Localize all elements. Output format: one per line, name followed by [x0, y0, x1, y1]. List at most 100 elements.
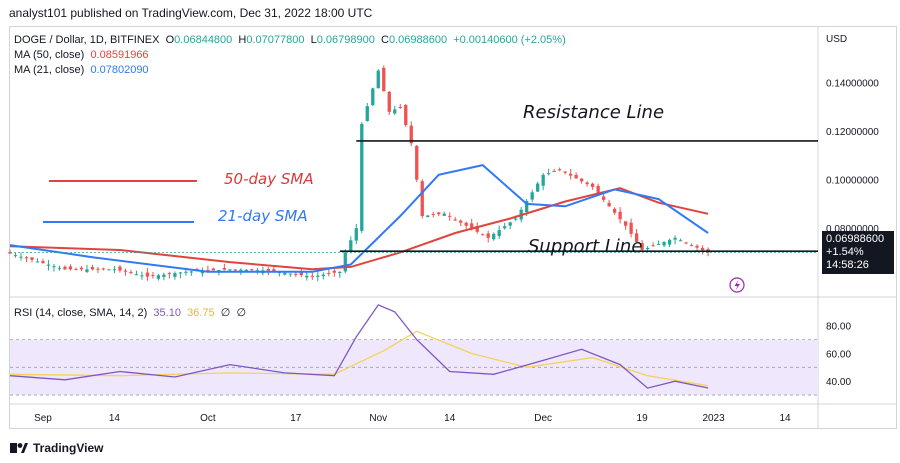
candle-body[interactable] — [46, 264, 51, 266]
ma50-line[interactable] — [9, 187, 709, 271]
candle-body[interactable] — [662, 241, 666, 246]
candle-body[interactable] — [239, 269, 243, 272]
candle-body[interactable] — [233, 269, 238, 271]
candle-body[interactable] — [310, 275, 314, 277]
candle-body[interactable] — [118, 266, 122, 271]
candle-body[interactable] — [178, 272, 183, 274]
candle-body[interactable] — [382, 67, 386, 92]
candle-body[interactable] — [145, 272, 150, 277]
candle-body[interactable] — [607, 202, 611, 207]
candle-body[interactable] — [409, 125, 413, 144]
candle-body[interactable] — [470, 223, 474, 229]
candle-body[interactable] — [453, 219, 457, 221]
candle-body[interactable] — [294, 273, 298, 275]
candle-body[interactable] — [360, 123, 364, 231]
candle-body[interactable] — [398, 106, 402, 108]
candle-body[interactable] — [656, 243, 661, 245]
candle-body[interactable] — [486, 233, 490, 238]
candle-body[interactable] — [156, 275, 161, 279]
candle-body[interactable] — [552, 171, 556, 173]
candle-body[interactable] — [96, 268, 100, 270]
candle-body[interactable] — [525, 201, 529, 213]
candle-body[interactable] — [354, 228, 358, 241]
candle-body[interactable] — [634, 233, 639, 242]
candle-body[interactable] — [189, 271, 194, 273]
candle-body[interactable] — [514, 218, 518, 220]
candle-body[interactable] — [101, 268, 106, 270]
candle-body[interactable] — [35, 261, 40, 263]
candle-body[interactable] — [30, 257, 34, 260]
ma21-legend[interactable]: MA (21, close) 0.07802090 — [14, 64, 149, 76]
candle-body[interactable] — [167, 273, 172, 275]
candle-body[interactable] — [250, 269, 254, 271]
candle-body[interactable] — [41, 261, 45, 264]
candle-body[interactable] — [79, 267, 84, 270]
candle-body[interactable] — [321, 274, 325, 277]
candle-body[interactable] — [640, 243, 644, 250]
candle-body[interactable] — [24, 257, 29, 259]
candle-body[interactable] — [266, 268, 270, 271]
candle-body[interactable] — [393, 109, 397, 114]
ma21-line[interactable] — [9, 164, 709, 273]
candle-body[interactable] — [63, 266, 67, 270]
candle-body[interactable] — [420, 181, 424, 217]
candle-body[interactable] — [316, 275, 320, 277]
candle-body[interactable] — [530, 192, 534, 200]
rsi-line[interactable] — [9, 304, 709, 389]
candle-body[interactable] — [481, 234, 485, 236]
candle-body[interactable] — [107, 269, 111, 271]
candle-body[interactable] — [547, 173, 551, 175]
candle-body[interactable] — [90, 267, 95, 270]
candle-body[interactable] — [349, 240, 353, 251]
candle-body[interactable] — [437, 212, 441, 215]
candle-body[interactable] — [651, 245, 655, 247]
candle-body[interactable] — [623, 221, 628, 226]
candle-body[interactable] — [57, 267, 62, 269]
candle-body[interactable] — [612, 208, 617, 213]
candle-body[interactable] — [601, 196, 606, 200]
candle-body[interactable] — [343, 252, 347, 272]
ma50-legend[interactable]: MA (50, close) 0.08591966 — [14, 49, 149, 61]
candle-body[interactable] — [618, 211, 622, 220]
candle-body[interactable] — [365, 106, 369, 121]
candle-body[interactable] — [283, 272, 287, 275]
candle-body[interactable] — [162, 274, 166, 277]
candle-body[interactable] — [431, 213, 435, 215]
candle-body[interactable] — [673, 237, 677, 240]
candle-body[interactable] — [590, 183, 595, 187]
candle-body[interactable] — [184, 271, 188, 273]
tradingview-brand[interactable]: TradingView — [10, 441, 103, 455]
candle-body[interactable] — [222, 267, 227, 270]
candle-body[interactable] — [173, 273, 177, 277]
candle-body[interactable] — [112, 269, 117, 271]
candle-body[interactable] — [448, 215, 452, 217]
candle-body[interactable] — [272, 269, 276, 272]
candle-body[interactable] — [563, 171, 567, 173]
candle-body[interactable] — [211, 268, 216, 271]
candle-body[interactable] — [459, 220, 463, 223]
candle-body[interactable] — [569, 173, 573, 176]
candle-body[interactable] — [426, 215, 430, 218]
candle-body[interactable] — [695, 245, 699, 248]
candle-body[interactable] — [492, 233, 496, 240]
candle-body[interactable] — [206, 269, 210, 271]
candle-body[interactable] — [52, 266, 56, 268]
candle-body[interactable] — [305, 275, 309, 278]
candle-body[interactable] — [667, 239, 672, 245]
candle-body[interactable] — [475, 226, 479, 232]
chart-frame[interactable] — [9, 26, 897, 429]
candle-body[interactable] — [579, 178, 584, 182]
candle-body[interactable] — [442, 213, 446, 216]
candle-body[interactable] — [541, 174, 545, 186]
candle-body[interactable] — [700, 247, 705, 251]
candle-body[interactable] — [596, 185, 600, 194]
candle-body[interactable] — [151, 275, 155, 277]
candle-body[interactable] — [299, 271, 303, 276]
lightning-icon[interactable] — [729, 277, 745, 293]
candle-body[interactable] — [574, 174, 578, 179]
candle-body[interactable] — [508, 222, 512, 226]
candle-body[interactable] — [415, 145, 419, 180]
candle-body[interactable] — [19, 256, 23, 258]
candle-body[interactable] — [376, 70, 380, 89]
